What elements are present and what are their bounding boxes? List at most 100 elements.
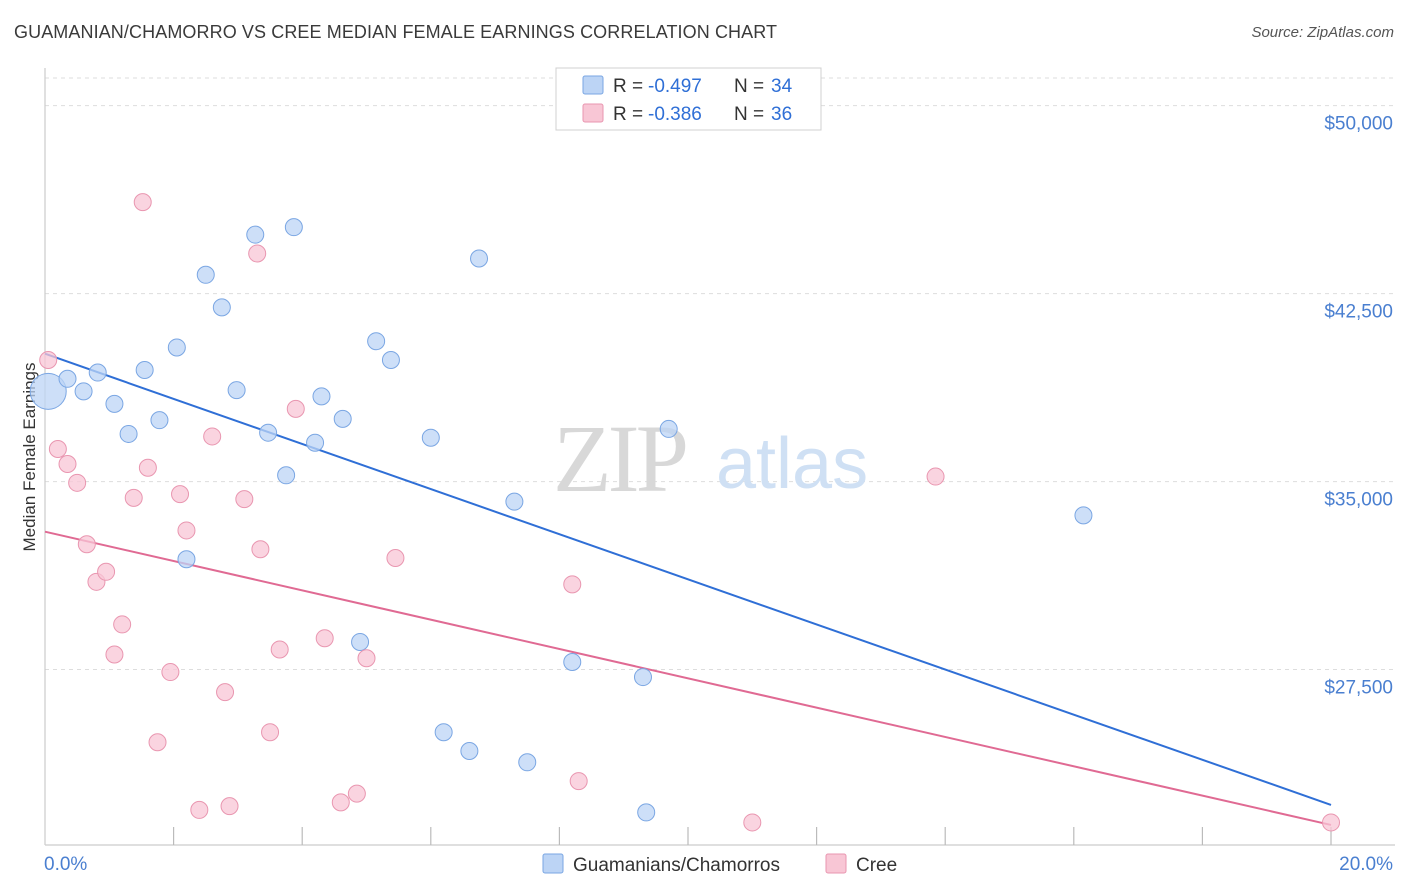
cree-point[interactable] <box>138 458 157 477</box>
cree-point[interactable] <box>386 549 405 568</box>
source-label: Source: ZipAtlas.com <box>1251 24 1394 41</box>
cree-point[interactable] <box>203 427 222 446</box>
guamanian-point[interactable] <box>518 753 537 772</box>
guamanian-point[interactable] <box>150 411 169 430</box>
x-tick-label-max: 20.0% <box>1339 854 1393 875</box>
guamanian-point[interactable] <box>88 363 107 382</box>
trend-lines <box>44 352 1332 826</box>
trend-line-cree <box>44 530 1332 826</box>
x-tick-labels: 0.0% 20.0% <box>44 854 1393 875</box>
cree-point[interactable] <box>357 649 376 668</box>
cree-point[interactable] <box>261 723 280 742</box>
guamanian-point[interactable] <box>58 369 77 388</box>
guamanian-point[interactable] <box>259 423 278 442</box>
legend-swatch-blue <box>582 75 604 95</box>
cree-point[interactable] <box>569 772 588 791</box>
legend-r-value-1: -0.497 <box>648 76 702 97</box>
cree-point[interactable] <box>133 193 152 212</box>
guamanian-point[interactable] <box>212 298 231 317</box>
cree-point[interactable] <box>220 797 239 816</box>
guamanian-point[interactable] <box>105 394 124 413</box>
guamanian-point[interactable] <box>460 742 479 761</box>
stats-legend: R = -0.497 N = 34 R = -0.386 N = 36 <box>555 67 822 131</box>
cree-point[interactable] <box>148 733 167 752</box>
cree-point[interactable] <box>177 521 196 540</box>
cree-point[interactable] <box>124 488 143 507</box>
legend-n-value-1: 34 <box>771 76 793 97</box>
cree-point[interactable] <box>248 244 267 263</box>
bottom-legend-label-pink: Cree <box>856 855 897 876</box>
cree-point[interactable] <box>171 485 190 504</box>
guamanian-point[interactable] <box>312 387 331 406</box>
guamanian-point[interactable] <box>470 249 489 268</box>
gridlines <box>45 77 1395 671</box>
guamanian-point[interactable] <box>351 632 370 651</box>
bottom-legend-label-blue: Guamanians/Chamorros <box>573 855 780 876</box>
guamanian-point[interactable] <box>306 433 325 452</box>
cree-point[interactable] <box>77 535 96 554</box>
guamanian-point[interactable] <box>196 265 215 284</box>
cree-point[interactable] <box>743 813 762 832</box>
chart-title: GUAMANIAN/CHAMORRO VS CREE MEDIAN FEMALE… <box>14 22 778 42</box>
guamanian-point[interactable] <box>29 372 67 410</box>
guamanian-point[interactable] <box>333 409 352 428</box>
series-legend: Guamanians/Chamorros Cree <box>542 853 897 876</box>
legend-n-label-1: N = <box>734 76 764 97</box>
cree-point[interactable] <box>315 629 334 648</box>
guamanian-point[interactable] <box>659 419 678 438</box>
legend-r-label-1: R = <box>613 76 643 97</box>
cree-point[interactable] <box>331 793 350 812</box>
guamanian-point[interactable] <box>277 466 296 485</box>
guamanian-point[interactable] <box>167 338 186 357</box>
cree-point[interactable] <box>190 800 209 819</box>
y-tick-label: $50,000 <box>1324 114 1393 135</box>
guamanian-point[interactable] <box>637 803 656 822</box>
guamanian-point[interactable] <box>246 225 265 244</box>
cree-point[interactable] <box>97 562 116 581</box>
cree-point[interactable] <box>563 575 582 594</box>
cree-point[interactable] <box>216 683 235 702</box>
guamanian-point[interactable] <box>381 351 400 370</box>
cree-point[interactable] <box>39 351 58 370</box>
guamanian-point[interactable] <box>74 382 93 401</box>
legend-r-value-2: -0.386 <box>648 104 702 125</box>
cree-point[interactable] <box>270 640 289 659</box>
cree-point[interactable] <box>68 473 87 492</box>
cree-point[interactable] <box>235 490 254 509</box>
cree-point[interactable] <box>1322 813 1340 832</box>
cree-point[interactable] <box>161 663 180 682</box>
y-tick-labels: $27,500 $35,000 $42,500 $50,000 <box>1324 114 1393 699</box>
cree-point[interactable] <box>251 540 270 559</box>
cree-point[interactable] <box>113 615 132 634</box>
legend-swatch-pink <box>582 103 604 123</box>
guamanian-point[interactable] <box>421 428 440 447</box>
guamanian-point[interactable] <box>434 723 453 742</box>
guamanian-point[interactable] <box>227 381 246 400</box>
guamanian-point[interactable] <box>563 653 582 672</box>
x-axis-ticks <box>173 827 1332 845</box>
guamanian-point[interactable] <box>633 668 652 687</box>
guamanian-point[interactable] <box>177 550 196 569</box>
legend-n-value-2: 36 <box>771 104 792 125</box>
guamanian-point[interactable] <box>1074 506 1093 525</box>
legend-r-label-2: R = <box>613 104 643 125</box>
y-tick-label: $27,500 <box>1324 678 1393 699</box>
y-tick-label: $35,000 <box>1324 490 1393 511</box>
cree-point[interactable] <box>105 645 124 664</box>
cree-point[interactable] <box>926 467 945 486</box>
guamanian-point[interactable] <box>505 492 524 511</box>
guamanian-point[interactable] <box>284 218 303 237</box>
guamanian-point[interactable] <box>119 424 138 443</box>
y-axis-label: Median Female Earnings <box>20 363 39 552</box>
cree-point[interactable] <box>48 439 67 458</box>
x-tick-label-min: 0.0% <box>44 854 87 875</box>
legend-n-label-2: N = <box>734 104 764 125</box>
y-tick-label: $42,500 <box>1324 302 1393 323</box>
cree-point[interactable] <box>58 455 77 474</box>
guamanian-point[interactable] <box>135 361 154 380</box>
cree-point[interactable] <box>347 784 366 803</box>
cree-point[interactable] <box>286 399 305 418</box>
guamanian-point[interactable] <box>367 332 386 351</box>
bottom-legend-swatch-blue <box>542 853 564 874</box>
